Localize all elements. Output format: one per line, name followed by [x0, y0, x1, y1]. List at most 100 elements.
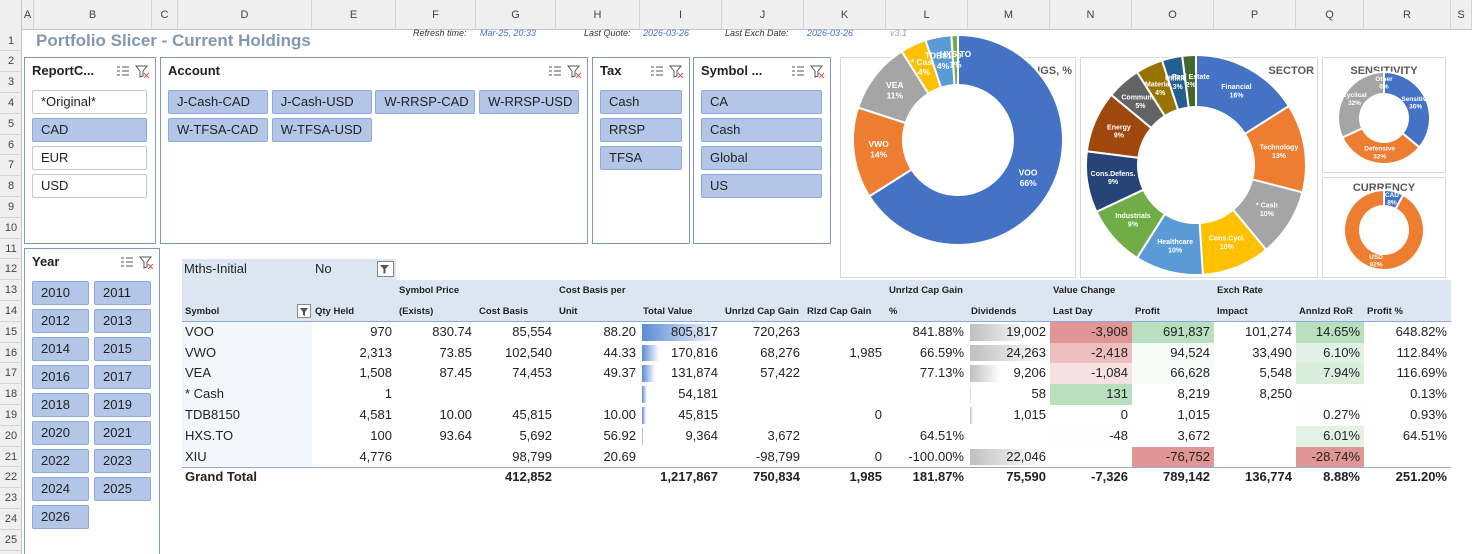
- cell: 54,181: [678, 386, 718, 402]
- slicer-item[interactable]: 2022: [32, 449, 89, 473]
- column-title: Unrlzd Cap Gain: [725, 306, 799, 317]
- slicer-item[interactable]: 2011: [94, 281, 151, 305]
- slicer-item[interactable]: 2018: [32, 393, 89, 417]
- column-title: Total Value: [643, 306, 693, 317]
- cell: -76,752: [1165, 448, 1210, 464]
- slicer-item[interactable]: 2014: [32, 337, 89, 361]
- slicer-item[interactable]: Cash: [600, 90, 682, 114]
- quote-label: Last Quote:: [584, 28, 631, 38]
- slicer-icons[interactable]: [116, 64, 150, 79]
- slicer-icons[interactable]: [650, 64, 686, 79]
- cell: 6.01%: [1323, 427, 1360, 443]
- column-header: L: [886, 0, 968, 30]
- row-header: 20: [0, 426, 22, 447]
- cell: 57,422: [760, 365, 800, 381]
- slicer-icons[interactable]: [120, 255, 156, 270]
- color-scale: [1296, 363, 1364, 385]
- cell: -3,908: [1091, 323, 1128, 339]
- slicer-item[interactable]: TFSA: [600, 146, 682, 170]
- cell: 6.10%: [1323, 344, 1360, 360]
- slicer-icons[interactable]: [791, 64, 825, 79]
- cell: 102,540: [505, 344, 552, 360]
- slicer-item[interactable]: 2015: [94, 337, 151, 361]
- cell: 24,263: [1006, 344, 1046, 360]
- column-title: Exch Rate: [1217, 285, 1263, 297]
- cell: 0: [874, 407, 882, 422]
- slicer-item[interactable]: EUR: [32, 146, 147, 170]
- cell: -28.74%: [1311, 448, 1360, 464]
- column-title: Qty Held: [315, 306, 355, 317]
- slicer-item[interactable]: 2025: [94, 477, 151, 501]
- chart-frame: [1080, 57, 1318, 278]
- slicer-item[interactable]: 2013: [94, 309, 151, 333]
- slicer-item[interactable]: USD: [32, 174, 147, 198]
- slicer-item[interactable]: 2016: [32, 365, 89, 389]
- slicer-item[interactable]: 2026: [32, 505, 89, 529]
- row-header: 3: [0, 72, 22, 93]
- slicer-icons[interactable]: [791, 64, 827, 79]
- cell: 20.69: [603, 448, 636, 464]
- cell: 93.64: [439, 427, 472, 443]
- slicer-icons[interactable]: [548, 64, 584, 79]
- cell: -98,799: [755, 448, 800, 464]
- slicer-item[interactable]: Cash: [701, 118, 822, 142]
- slicer-icons[interactable]: [548, 64, 582, 79]
- color-scale: [1296, 446, 1364, 468]
- slicer-item[interactable]: W-RRSP-CAD: [375, 90, 476, 114]
- cell: -48: [1109, 427, 1128, 443]
- cell: 1,015: [1177, 407, 1210, 422]
- data-bar: [970, 386, 971, 403]
- chart-frame: [840, 57, 1076, 278]
- column-title: Unit: [559, 306, 578, 317]
- color-scale: [1132, 446, 1214, 468]
- slicer-icons[interactable]: [120, 255, 154, 270]
- symbol-cell-bg: [182, 405, 312, 426]
- slicer-item[interactable]: 2024: [32, 477, 89, 501]
- row-header: 9: [0, 197, 22, 218]
- slicer-item[interactable]: CAD: [32, 118, 147, 142]
- slicer-item[interactable]: 2021: [94, 421, 151, 445]
- title: Portfolio Slicer - Current Holdings: [36, 31, 311, 50]
- slicer-title: ReportC...: [32, 63, 95, 78]
- row-header: 2: [0, 51, 22, 73]
- cell: 77.13%: [919, 365, 964, 381]
- column-title: Annlzd RoR: [1299, 306, 1353, 317]
- data-bar: [970, 323, 1032, 341]
- slicer-icons[interactable]: [650, 64, 684, 79]
- slicer-item[interactable]: 2023: [94, 449, 151, 473]
- symbol-cell-bg: [182, 321, 312, 343]
- slicer-item[interactable]: W-TFSA-USD: [271, 118, 372, 142]
- cell: 14.65%: [1315, 323, 1360, 339]
- sort-button[interactable]: [297, 304, 311, 318]
- slicer-item[interactable]: 2019: [94, 393, 151, 417]
- slicer-item[interactable]: RRSP: [600, 118, 682, 142]
- slicer-item[interactable]: W-RRSP-USD: [479, 90, 580, 114]
- cell: 648.82%: [1395, 323, 1447, 339]
- slicer-item[interactable]: *Original*: [32, 90, 147, 114]
- cell: 94,524: [1170, 344, 1210, 360]
- color-scale: [1296, 321, 1364, 343]
- slicer-item[interactable]: 2020: [32, 421, 89, 445]
- slicer-item[interactable]: 2017: [94, 365, 151, 389]
- column-header: M: [968, 0, 1050, 30]
- slicer-item[interactable]: 2010: [32, 281, 89, 305]
- slicer-item[interactable]: US: [701, 174, 822, 198]
- slicer-item[interactable]: J-Cash-USD: [271, 90, 372, 114]
- row-header: 21: [0, 447, 22, 468]
- cell: 1,985: [849, 344, 882, 360]
- row-header: 16: [0, 343, 22, 364]
- column-title: (Exists): [399, 306, 434, 317]
- cell: 8,250: [1259, 386, 1292, 402]
- cell: 5,548: [1259, 365, 1292, 381]
- cell: 720,263: [753, 323, 800, 339]
- row-header: 7: [0, 155, 22, 177]
- slicer-item[interactable]: 2012: [32, 309, 89, 333]
- cell: -7,326: [1091, 469, 1128, 485]
- slicer-item[interactable]: CA: [701, 90, 822, 114]
- slicer-item[interactable]: W-TFSA-CAD: [168, 118, 268, 142]
- cell: 66,628: [1170, 365, 1210, 381]
- slicer-icons[interactable]: [116, 64, 152, 79]
- slicer-item[interactable]: Global: [701, 146, 822, 170]
- filter-button[interactable]: [377, 261, 394, 278]
- slicer-item[interactable]: J-Cash-CAD: [168, 90, 268, 114]
